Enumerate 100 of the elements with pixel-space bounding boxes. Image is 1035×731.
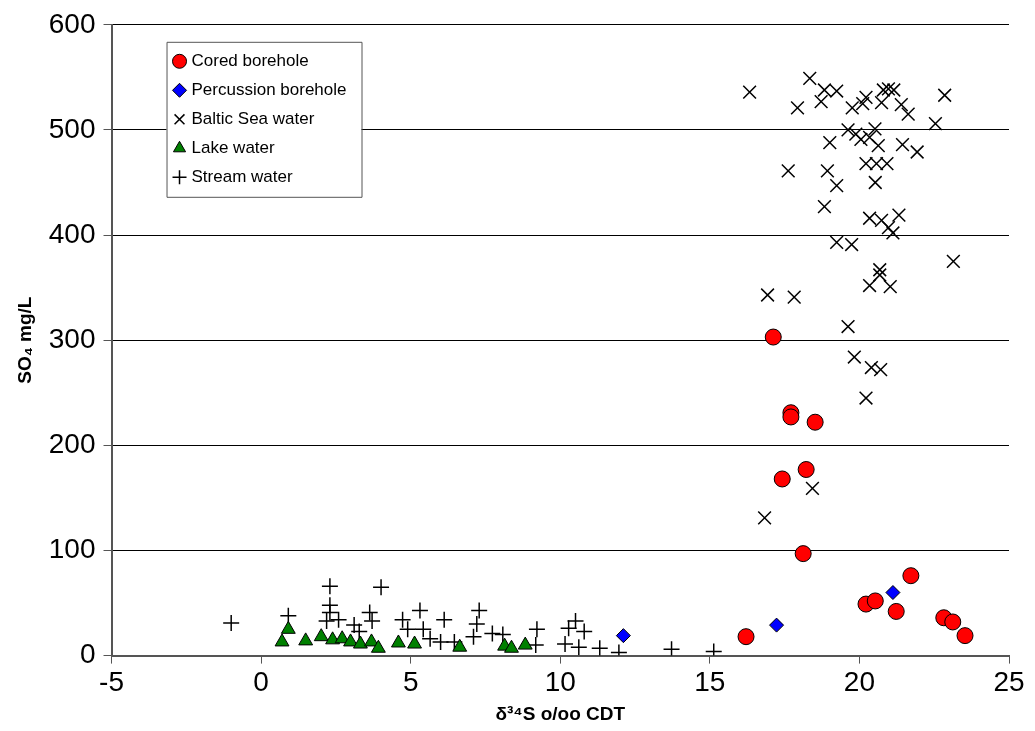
legend-label: Cored borehole [191, 50, 309, 70]
point [517, 636, 533, 650]
point [769, 617, 785, 633]
point [483, 624, 502, 643]
point [570, 638, 588, 656]
point [820, 163, 835, 179]
y-tick-label: 300 [48, 322, 96, 354]
point [468, 615, 486, 633]
point [407, 635, 422, 649]
x-tick-label: 25 [993, 666, 1025, 698]
y-tick-label: 100 [48, 533, 96, 565]
point [662, 640, 681, 656]
point [840, 122, 856, 138]
point [829, 178, 844, 193]
point [806, 413, 824, 431]
x-tick-label: 5 [402, 666, 419, 698]
y-tick-label: 200 [48, 428, 96, 460]
point [855, 96, 870, 111]
point [343, 633, 358, 647]
point [274, 633, 290, 647]
x-tick-label: 20 [843, 666, 875, 698]
point [887, 602, 905, 620]
point [853, 132, 869, 147]
point [829, 83, 844, 99]
y-tick-label: 500 [48, 112, 96, 144]
point [885, 225, 901, 241]
point [797, 461, 815, 479]
point [886, 82, 901, 98]
point [742, 84, 757, 100]
point [313, 628, 329, 642]
point [881, 220, 896, 235]
point [944, 613, 962, 631]
point [872, 267, 887, 283]
legend-label: Baltic Sea water [191, 108, 315, 128]
point [946, 254, 961, 269]
point [556, 635, 574, 653]
point [868, 175, 883, 190]
point [937, 88, 952, 103]
point [869, 156, 884, 171]
y-tick-label: 0 [79, 638, 96, 670]
x-tick-label: 0 [253, 666, 269, 698]
point [790, 100, 805, 115]
point [844, 237, 859, 252]
point [360, 603, 379, 622]
point [901, 107, 916, 122]
point [894, 97, 909, 112]
point [829, 235, 844, 250]
point [787, 289, 802, 305]
point [452, 638, 468, 652]
point [364, 633, 379, 647]
x-tick-label: -5 [99, 666, 124, 698]
legend-label: Percussion borehole [191, 79, 347, 99]
point [435, 611, 453, 629]
point [848, 127, 863, 142]
point [504, 639, 519, 653]
point [867, 121, 883, 136]
point [794, 545, 812, 563]
point [862, 278, 877, 293]
point [802, 71, 817, 86]
x-tick-label: 10 [544, 666, 576, 698]
point [390, 634, 406, 648]
point [873, 362, 888, 377]
point [874, 213, 889, 228]
point [866, 592, 884, 610]
point [781, 163, 796, 179]
point [411, 601, 429, 620]
point [864, 360, 879, 375]
point [858, 90, 874, 105]
point [879, 156, 895, 171]
point [858, 156, 874, 171]
point [764, 328, 782, 346]
point [559, 619, 578, 638]
x-axis-title: δ³⁴S o/oo CDT [495, 702, 626, 724]
point [737, 628, 755, 646]
point [956, 627, 974, 645]
point [372, 578, 390, 597]
point [883, 279, 898, 294]
point [805, 481, 820, 496]
point [363, 612, 381, 630]
point [862, 130, 877, 145]
point [847, 349, 862, 365]
point [862, 211, 877, 226]
point [757, 510, 772, 525]
point [528, 620, 546, 639]
point [370, 639, 386, 653]
point [881, 81, 896, 97]
y-axis-title: SO₄ mg/L [13, 296, 35, 384]
point [470, 601, 488, 620]
point [280, 620, 296, 634]
point [822, 135, 837, 150]
point [222, 614, 240, 632]
point [928, 116, 943, 131]
point [845, 100, 860, 115]
point [817, 199, 832, 214]
point [910, 144, 925, 160]
point [895, 137, 910, 152]
point [591, 639, 609, 656]
legend-label: Stream water [191, 166, 293, 186]
point [615, 628, 631, 644]
point [317, 612, 336, 630]
